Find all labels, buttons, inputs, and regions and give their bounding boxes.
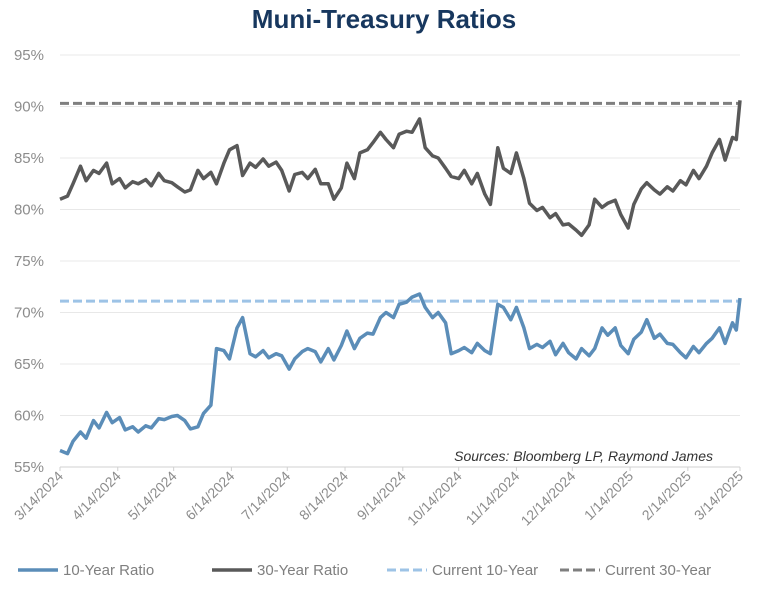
x-tick-label: 10/14/2024 <box>404 468 465 529</box>
x-tick-label: 1/14/2025 <box>581 468 637 524</box>
x-tick-label: 6/14/2024 <box>182 468 238 524</box>
x-axis: 3/14/2024 4/14/2024 5/14/2024 6/14/2024 7/14… <box>11 467 747 529</box>
reference-lines <box>60 101 740 303</box>
legend-item-current-10-year: Current 10-Year <box>387 562 538 579</box>
y-tick-label: 55% <box>14 459 44 476</box>
x-tick-label: 11/14/2024 <box>462 468 522 528</box>
legend-label: Current 10-Year <box>432 562 538 579</box>
y-axis: 55% 60% 65% 70% 75% 80% 85% 90% 95% <box>14 47 44 476</box>
30-year-ratio-line <box>59 100 742 238</box>
legend: 10-Year Ratio 30-Year Ratio Current 10-Yea… <box>18 562 711 579</box>
x-tick-label: 5/14/2024 <box>124 468 180 524</box>
y-tick-label: 70% <box>14 305 44 322</box>
y-tick-label: 95% <box>14 47 44 64</box>
x-tick-label: 12/14/2024 <box>518 468 579 529</box>
chart-title: Muni-Treasury Ratios <box>252 4 516 34</box>
legend-label: 10-Year Ratio <box>63 562 154 579</box>
y-tick-label: 65% <box>14 356 44 373</box>
source-note: Sources: Bloomberg LP, Raymond James <box>454 448 713 464</box>
x-tick-label: 2/14/2025 <box>639 468 695 524</box>
legend-item-current-30-year: Current 30-Year <box>560 562 711 579</box>
x-tick-label: 8/14/2024 <box>296 468 352 524</box>
legend-item-30-year-ratio: 30-Year Ratio <box>212 562 348 579</box>
y-tick-label: 85% <box>14 150 44 167</box>
series-lines <box>59 100 742 456</box>
y-tick-label: 60% <box>14 408 44 425</box>
x-tick-label: 4/14/2024 <box>69 468 125 524</box>
x-tick-label: 9/14/2024 <box>354 468 410 524</box>
gridlines <box>60 54 740 468</box>
10-year-ratio-line <box>59 292 742 456</box>
x-tick-label: 3/14/2025 <box>691 468 747 524</box>
legend-label: 30-Year Ratio <box>257 562 348 579</box>
y-tick-label: 75% <box>14 253 44 270</box>
legend-label: Current 30-Year <box>605 562 711 579</box>
y-tick-label: 90% <box>14 99 44 116</box>
x-tick-label: 7/14/2024 <box>238 468 294 524</box>
y-tick-label: 80% <box>14 202 44 219</box>
legend-item-10-year-ratio: 10-Year Ratio <box>18 562 154 579</box>
